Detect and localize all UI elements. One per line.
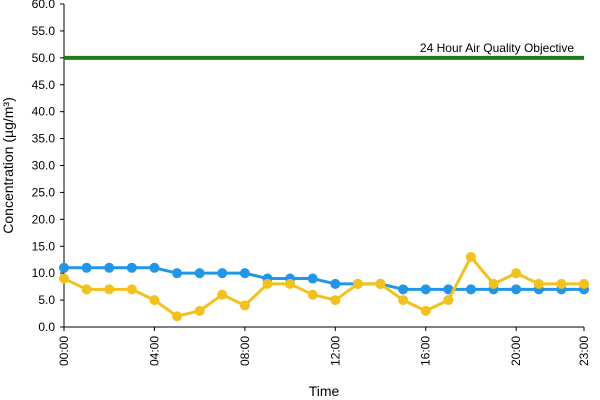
data-point	[285, 278, 296, 289]
data-point	[81, 284, 92, 295]
data-point	[217, 268, 228, 279]
data-point	[352, 278, 363, 289]
data-point	[511, 284, 522, 295]
y-tick-label: 30.0	[32, 159, 56, 173]
y-tick-label: 20.0	[32, 212, 56, 226]
series-2	[59, 252, 589, 322]
y-tick-label: 35.0	[32, 132, 56, 146]
data-point	[330, 278, 341, 289]
y-tick-label: 50.0	[32, 51, 56, 65]
x-tick-label: 12:00	[328, 336, 342, 366]
data-point	[533, 278, 544, 289]
data-point	[307, 273, 318, 284]
data-point	[104, 284, 115, 295]
data-point	[149, 262, 160, 273]
x-axis-title: Time	[309, 383, 340, 399]
y-axis-ticks: 0.0 5.0 10.0 15.0 20.0 25.0 30.0 35.0 40.0 45.0 50…	[32, 0, 64, 334]
y-tick-label: 0.0	[38, 320, 55, 334]
y-tick-label: 45.0	[32, 78, 56, 92]
data-point	[443, 295, 454, 306]
y-tick-label: 55.0	[32, 24, 56, 38]
data-point	[59, 273, 69, 284]
data-point	[307, 289, 318, 300]
data-point	[194, 305, 205, 316]
data-point	[262, 278, 273, 289]
data-point	[194, 268, 205, 279]
y-tick-label: 25.0	[32, 185, 56, 199]
data-point	[511, 268, 522, 279]
data-point	[375, 278, 386, 289]
x-tick-label: 08:00	[238, 336, 252, 366]
x-tick-label: 23:00	[577, 336, 591, 366]
data-point	[465, 284, 476, 295]
data-point	[239, 300, 250, 311]
data-point	[104, 262, 115, 273]
data-point	[217, 289, 228, 300]
y-tick-label: 60.0	[32, 0, 56, 11]
y-tick-label: 5.0	[38, 293, 55, 307]
series-line	[63, 255, 584, 318]
data-point	[59, 262, 69, 273]
x-tick-label: 04:00	[147, 336, 161, 366]
data-point	[81, 262, 92, 273]
y-tick-label: 15.0	[32, 239, 56, 253]
y-tick-label: 10.0	[32, 266, 56, 280]
x-tick-label: 20:00	[509, 336, 523, 366]
data-point	[398, 284, 409, 295]
data-point	[126, 262, 137, 273]
reference-line-label: 24 Hour Air Quality Objective	[420, 41, 574, 55]
data-point	[126, 284, 137, 295]
data-point	[420, 284, 431, 295]
data-point	[465, 252, 476, 263]
data-point	[149, 295, 160, 306]
x-tick-label: 00:00	[57, 336, 71, 366]
x-tick-label: 16:00	[419, 336, 433, 366]
data-point	[330, 295, 341, 306]
data-point	[488, 278, 499, 289]
data-point	[420, 305, 431, 316]
data-point	[172, 268, 183, 279]
data-point	[239, 268, 250, 279]
data-point	[172, 311, 183, 322]
series-layer	[59, 252, 589, 322]
series-1	[59, 262, 589, 295]
y-axis-title: Concentration (µg/m³)	[0, 97, 16, 233]
data-point	[398, 295, 409, 306]
x-axis-ticks: 00:00 04:00 08:00 12:00 16:00 20:00 23:00	[57, 327, 591, 366]
y-tick-label: 40.0	[32, 105, 56, 119]
data-point	[556, 278, 567, 289]
data-point	[579, 278, 589, 289]
